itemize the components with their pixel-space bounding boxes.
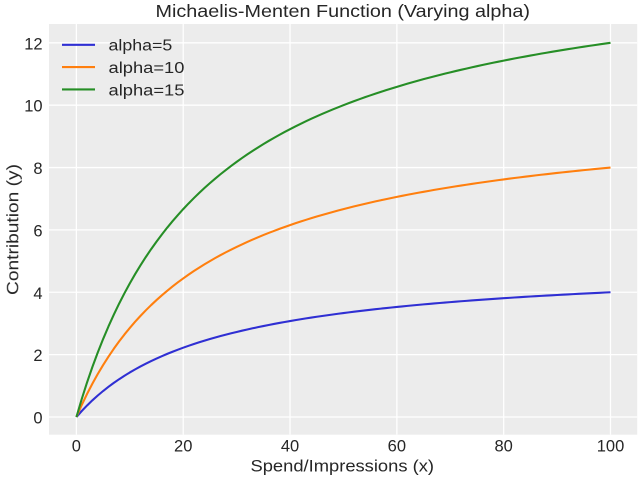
svg-text:2: 2 bbox=[33, 347, 42, 365]
svg-text:Contribution (y): Contribution (y) bbox=[4, 164, 22, 295]
svg-text:Spend/Impressions (x): Spend/Impressions (x) bbox=[251, 458, 435, 476]
svg-text:40: 40 bbox=[281, 437, 299, 455]
svg-text:4: 4 bbox=[33, 285, 42, 303]
svg-text:8: 8 bbox=[33, 160, 42, 178]
svg-text:6: 6 bbox=[33, 222, 42, 240]
svg-text:100: 100 bbox=[597, 437, 625, 455]
svg-text:20: 20 bbox=[174, 437, 192, 455]
svg-text:10: 10 bbox=[24, 98, 42, 116]
svg-text:alpha=10: alpha=10 bbox=[109, 60, 185, 77]
svg-text:12: 12 bbox=[24, 35, 42, 53]
svg-text:0: 0 bbox=[33, 410, 42, 428]
svg-text:alpha=15: alpha=15 bbox=[109, 82, 185, 99]
svg-text:60: 60 bbox=[388, 437, 406, 455]
svg-text:alpha=5: alpha=5 bbox=[109, 38, 173, 55]
svg-text:0: 0 bbox=[72, 437, 81, 455]
svg-text:80: 80 bbox=[495, 437, 513, 455]
svg-text:Michaelis-Menten Function (Var: Michaelis-Menten Function (Varying alpha… bbox=[156, 1, 531, 21]
